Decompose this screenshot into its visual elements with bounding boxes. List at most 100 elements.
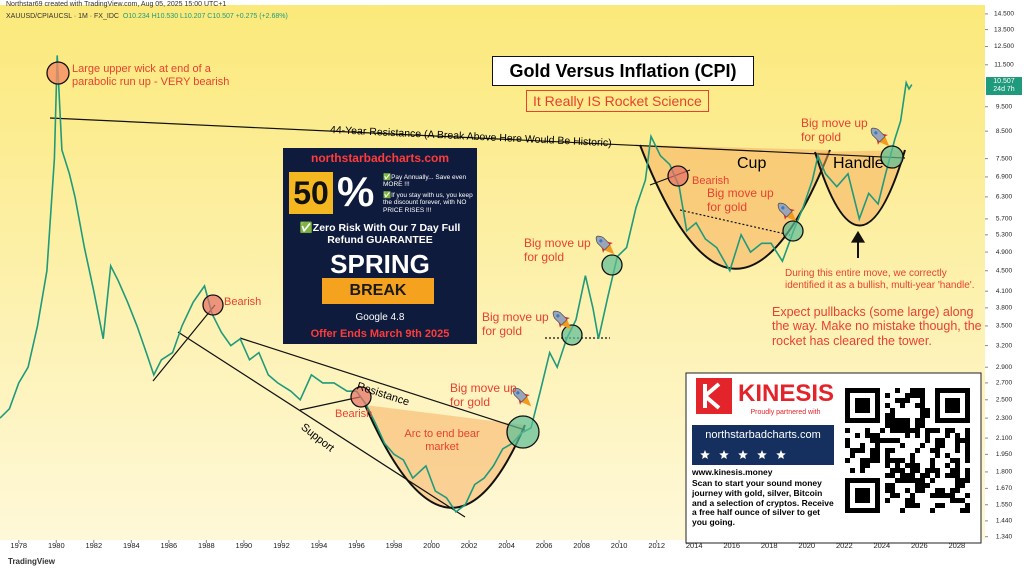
- qr-module: [920, 398, 925, 403]
- qr-module: [930, 458, 935, 463]
- qr-module: [895, 388, 900, 393]
- marker: [667, 165, 689, 187]
- qr-module: [920, 423, 925, 428]
- kinesis-logo: KINESIS: [738, 380, 835, 407]
- qr-module: [900, 508, 905, 513]
- qr-module: [850, 468, 855, 473]
- marker: [46, 61, 70, 85]
- qr-module: [900, 478, 905, 483]
- title: Gold Versus Inflation (CPI): [492, 56, 754, 86]
- symbol: XAUUSD/CPIAUCSL · 1M · FX_IDC O10.234 H1…: [6, 13, 288, 21]
- qr-module: [850, 453, 855, 458]
- handle-arc: [814, 149, 906, 227]
- y-tick-label: 4.100: [996, 288, 1013, 295]
- rockets: [512, 127, 890, 407]
- qr-module: [940, 438, 945, 443]
- price-tag: 10.507 24d 7h: [986, 76, 1022, 95]
- qr-module: [945, 463, 950, 468]
- star: [719, 450, 729, 459]
- qr-module: [960, 483, 965, 488]
- bearish-label: Bearish: [224, 296, 262, 308]
- qr-module: [935, 493, 940, 498]
- qr-module: [910, 498, 915, 503]
- kinesis-blurb: Scan to start your sound money journey w…: [692, 478, 834, 528]
- qr-module: [925, 438, 930, 443]
- qr-module: [915, 423, 920, 428]
- qr-module: [845, 438, 850, 443]
- rocket-body: [870, 127, 886, 143]
- x-tick-label: 2010: [611, 541, 628, 550]
- x-tick-label: 2018: [761, 541, 778, 550]
- marker: [202, 294, 224, 316]
- qr-module: [895, 458, 900, 463]
- y-tick-label: 13.500: [994, 26, 1014, 33]
- qr-module: [905, 428, 910, 433]
- qr-module: [935, 428, 940, 433]
- x-tick-label: 1990: [236, 541, 253, 550]
- qr-module: [865, 433, 870, 438]
- marker: [601, 254, 623, 276]
- marker: [782, 220, 804, 242]
- marker: [880, 145, 904, 169]
- qr-module: [965, 453, 970, 458]
- qr-module: [890, 458, 895, 463]
- qr-module: [915, 448, 920, 453]
- qr-module: [890, 493, 895, 498]
- promo-offer: Offer Ends March 9th 2025: [310, 328, 450, 340]
- qr-module: [905, 398, 910, 403]
- qr-module: [895, 418, 900, 423]
- rocket: [512, 387, 532, 407]
- rocket: [777, 202, 797, 222]
- qr-module: [915, 393, 920, 398]
- qr-module: [890, 408, 895, 413]
- promo-guarantee: ✅Zero Risk With Our 7 Day Full Refund GU…: [299, 222, 461, 247]
- qr-module: [920, 393, 925, 398]
- qr-module: [915, 488, 920, 493]
- qr-module: [905, 503, 910, 508]
- handle-note: During this entire move, we correctly id…: [785, 268, 975, 291]
- price-line: [0, 55, 913, 514]
- qr-module: [920, 488, 925, 493]
- qr-module: [900, 403, 905, 408]
- qr-module: [885, 498, 890, 503]
- promo-site: northstarbadcharts.com: [310, 151, 450, 165]
- qr-module: [955, 498, 960, 503]
- y-tick-label: 4.900: [996, 249, 1013, 256]
- qr-module: [870, 453, 875, 458]
- qr-module: [955, 448, 960, 453]
- rocket-flame: [786, 211, 797, 222]
- qr-module: [925, 483, 930, 488]
- marker: [506, 415, 540, 449]
- qr-module: [845, 458, 850, 463]
- qr-module: [860, 468, 865, 473]
- qr-module: [885, 418, 890, 423]
- qr-module: [890, 428, 895, 433]
- qr-module: [895, 398, 900, 403]
- qr-module: [860, 448, 865, 453]
- qr-module: [915, 403, 920, 408]
- qr-module: [965, 468, 970, 473]
- dotted-line: [679, 209, 791, 236]
- qr-module: [860, 458, 865, 463]
- qr-finder: [945, 398, 960, 413]
- qr-module: [940, 503, 945, 508]
- rocket-body: [512, 387, 528, 403]
- x-tick-label: 1978: [10, 541, 27, 550]
- qr-module: [910, 503, 915, 508]
- qr-module: [945, 428, 950, 433]
- qr-module: [865, 428, 870, 433]
- qr-module: [905, 488, 910, 493]
- y-tick-label: 1.340: [996, 533, 1013, 540]
- qr-module: [900, 443, 905, 448]
- qr-module: [880, 438, 885, 443]
- y-tick-label: 1.950: [996, 451, 1013, 458]
- x-tick-label: 2012: [648, 541, 665, 550]
- arc-label: Arc to end bear market: [404, 428, 480, 453]
- plot: 14.500 13.500 12.500 11.500 9.500 8.500 7.500 6…: [0, 11, 1014, 550]
- qr-module: [920, 413, 925, 418]
- countdown: 24d 7h: [993, 85, 1015, 93]
- x-tick-label: 2024: [873, 541, 890, 550]
- qr-module: [915, 468, 920, 473]
- kinesis-logo-mark: [696, 378, 732, 414]
- qr-module: [905, 423, 910, 428]
